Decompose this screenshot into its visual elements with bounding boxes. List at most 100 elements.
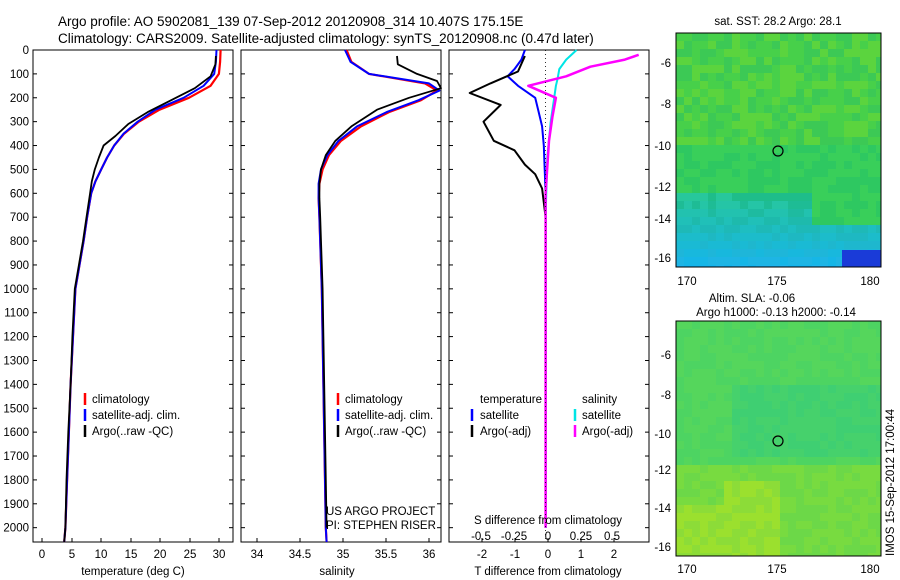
map-cell: [876, 441, 881, 449]
map-cell: [716, 169, 724, 177]
map-cell: [724, 513, 732, 521]
map-cell: [676, 121, 684, 129]
map-cell: [716, 233, 724, 241]
map-cell: [684, 225, 692, 233]
map-cell: [748, 105, 756, 113]
map-cell: [732, 137, 740, 145]
sla-map-field: [676, 321, 881, 556]
map-cell: [708, 417, 716, 425]
map-cell: [708, 513, 716, 521]
map-cell: [812, 441, 820, 449]
map-cell: [796, 337, 804, 345]
map-cell: [836, 361, 844, 369]
map-cell: [820, 185, 828, 193]
map-cell: [708, 169, 716, 177]
map-cell: [684, 33, 692, 41]
map-cell: [716, 329, 724, 337]
map-cell: [820, 449, 828, 457]
map-cell: [788, 481, 796, 489]
map-cell: [740, 457, 748, 465]
map-cell: [780, 33, 788, 41]
map-cell: [868, 553, 876, 556]
map-cell: [740, 425, 748, 433]
map-cell: [748, 449, 756, 457]
map-cell: [708, 105, 716, 113]
map-cell: [780, 225, 788, 233]
sst-argo-location-marker: [772, 145, 784, 157]
map-cell: [676, 417, 684, 425]
map-cell: [732, 129, 740, 137]
map-cell: [836, 33, 844, 41]
map-cell: [788, 217, 796, 225]
map-cell: [804, 49, 812, 57]
map-cell: [684, 385, 692, 393]
map-cell: [764, 225, 772, 233]
map-cell: [780, 369, 788, 377]
map-cell: [812, 265, 820, 267]
map-cell: [804, 65, 812, 73]
map-cell: [692, 521, 700, 529]
map-cell: [692, 489, 700, 497]
map-cell: [844, 553, 852, 556]
map-cell: [740, 57, 748, 65]
map-cell: [708, 161, 716, 169]
map-cell: [828, 321, 836, 329]
sst-ytick: -16: [654, 253, 671, 265]
map-cell: [876, 225, 881, 233]
map-cell: [820, 161, 828, 169]
map-cell: [860, 185, 868, 193]
sst-xtick: 175: [767, 276, 786, 288]
map-cell: [812, 449, 820, 457]
map-cell: [676, 81, 684, 89]
map-cell: [812, 377, 820, 385]
map-cell: [740, 185, 748, 193]
map-cell: [780, 241, 788, 249]
map-cell: [724, 129, 732, 137]
map-cell: [828, 209, 836, 217]
map-cell: [708, 401, 716, 409]
map-cell: [812, 409, 820, 417]
map-cell: [820, 57, 828, 65]
t-tick: -2: [477, 549, 487, 561]
map-cell: [772, 113, 780, 121]
map-cell: [860, 377, 868, 385]
map-cell: [820, 257, 828, 265]
map-cell: [860, 449, 868, 457]
map-cell: [812, 193, 820, 201]
map-cell: [676, 433, 684, 441]
map-cell: [676, 161, 684, 169]
map-cell: [852, 41, 860, 49]
map-cell: [804, 321, 812, 329]
map-cell: [772, 97, 780, 105]
map-cell: [764, 217, 772, 225]
map-cell: [828, 513, 836, 521]
map-cell: [780, 249, 788, 257]
map-cell: [676, 73, 684, 81]
map-cell: [708, 129, 716, 137]
map-cell: [748, 241, 756, 249]
map-cell: [740, 49, 748, 57]
map-cell: [844, 377, 852, 385]
map-cell: [732, 49, 740, 57]
map-cell: [764, 241, 772, 249]
map-cell: [804, 33, 812, 41]
map-cell: [756, 553, 764, 556]
map-cell: [796, 89, 804, 97]
depth-tick-label: 600: [10, 188, 29, 200]
map-cell: [844, 369, 852, 377]
map-cell: [764, 233, 772, 241]
map-cell: [676, 513, 684, 521]
map-cell: [764, 249, 772, 257]
map-cell: [684, 257, 692, 265]
map-cell: [708, 121, 716, 129]
map-cell: [748, 337, 756, 345]
map-cell: [740, 145, 748, 153]
map-cell: [772, 401, 780, 409]
map-cell: [700, 369, 708, 377]
map-cell: [676, 217, 684, 225]
map-cell: [676, 481, 684, 489]
map-cell: [676, 209, 684, 217]
map-cell: [692, 409, 700, 417]
map-cell: [764, 529, 772, 537]
map-cell: [700, 329, 708, 337]
